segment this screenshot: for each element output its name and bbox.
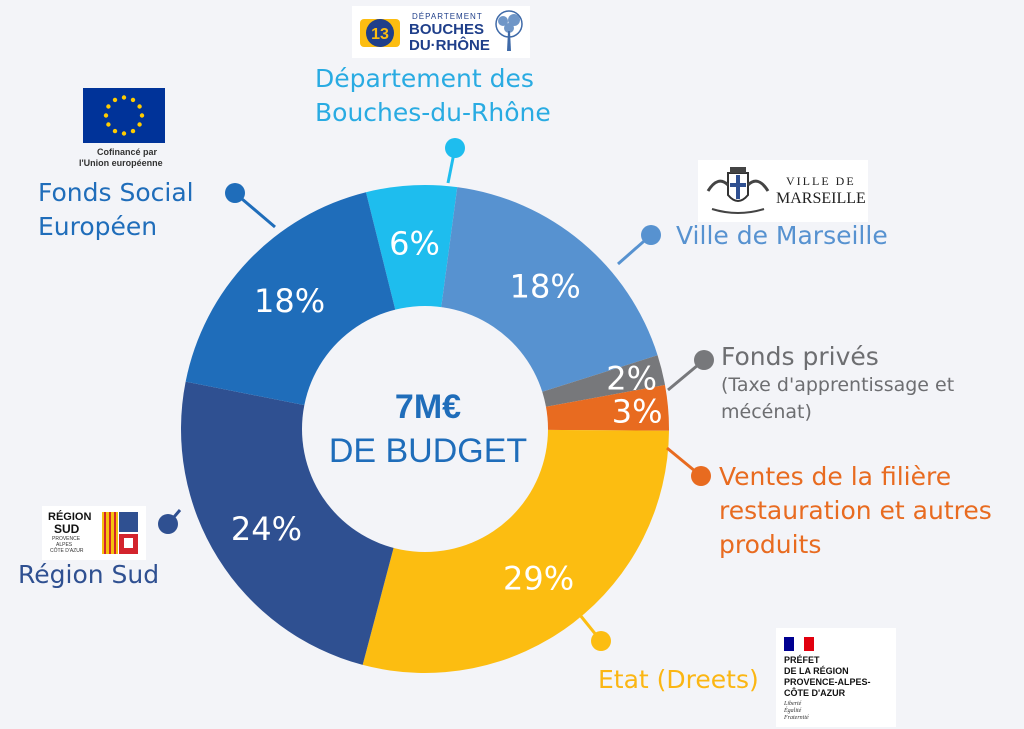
- prefet-motto2: Égalité: [784, 708, 802, 714]
- prefet-line2: DE LA RÉGION: [784, 666, 849, 676]
- eu-star: [106, 122, 111, 127]
- connector-departement-dot: [445, 138, 465, 158]
- prefet-motto3: Fraternité: [784, 715, 809, 721]
- marianne-flag-icon: [784, 637, 814, 651]
- departement-13-logo: 13 DÉPARTEMENT BOUCHES DU·RHÔNE: [352, 6, 530, 58]
- eu-star: [139, 113, 145, 118]
- label-departement: Département des Bouches-du-Rhône: [315, 64, 551, 127]
- connector-etat-dot: [591, 631, 611, 651]
- marseille-crest-icon: [706, 167, 770, 214]
- label-ventes: Ventes de la filière restauration et aut…: [719, 462, 992, 559]
- label-ville-marseille: Ville de Marseille: [676, 221, 888, 250]
- slice-etat-percent-label: 29%: [503, 560, 574, 598]
- slice-region-sud-percent-label: 24%: [231, 510, 302, 548]
- eu-flag-icon: [83, 88, 165, 143]
- prefet-line3: PROVENCE-ALPES-: [784, 677, 871, 687]
- label-etat: Etat (Dreets): [598, 665, 759, 694]
- region-sud-sub3: CÔTE D'AZUR: [50, 548, 84, 554]
- eu-star: [121, 95, 127, 100]
- eu-logo: Cofinancé par l'Union européenne: [75, 88, 180, 168]
- slice-ventes-percent-label: 3%: [612, 392, 663, 430]
- connector-region-dot: [158, 514, 178, 534]
- connector-fonds-prives-dot: [694, 350, 714, 370]
- slice-ville-marseille-percent-label: 18%: [510, 268, 581, 306]
- olive-tree-icon: [495, 10, 523, 51]
- prefet-motto1: Liberté: [784, 701, 802, 707]
- eu-star: [137, 122, 142, 127]
- eu-star: [112, 128, 118, 134]
- connector-ville-dot: [641, 225, 661, 245]
- region-sud-logo: RÉGION SUD PROVENCE ALPES CÔTE D'AZUR: [42, 506, 146, 560]
- region-sud-line1: RÉGION: [48, 511, 92, 523]
- eu-star: [130, 97, 136, 103]
- ville-marseille-logo: VILLE DE MARSEILLE: [698, 160, 868, 222]
- donut-center: [302, 306, 548, 552]
- eu-star: [106, 104, 111, 109]
- label-fonds-prives: Fonds privés: [721, 342, 879, 371]
- eu-star: [121, 131, 127, 136]
- label-region-sud: Région Sud: [18, 560, 160, 589]
- departement-13-emblem-icon: 13: [360, 19, 400, 47]
- eu-star: [137, 104, 142, 109]
- eu-cofinance-line1: Cofinancé par: [97, 147, 158, 157]
- prefet-line4: CÔTE D'AZUR: [784, 688, 846, 698]
- connector-lines: [158, 138, 714, 651]
- label-fonds-social-europeen: Fonds Social Européen: [38, 178, 194, 241]
- marseille-line1: VILLE DE: [786, 174, 856, 188]
- connector-fse-dot: [225, 183, 245, 203]
- slice-fonds-social-europeen-percent-label: 18%: [254, 282, 325, 320]
- region-sud-line2: SUD: [54, 522, 80, 536]
- prefet-line1: PRÉFET: [784, 655, 820, 665]
- eu-cofinance-line2: l'Union européenne: [79, 158, 163, 168]
- region-sud-flag-icon: [102, 512, 138, 554]
- departement-13-line1: BOUCHES: [409, 21, 485, 38]
- eu-star: [112, 97, 118, 103]
- departement-13-top: DÉPARTEMENT: [412, 12, 483, 21]
- eu-star: [130, 128, 136, 134]
- label-fonds-prives-detail: (Taxe d'apprentissage et mécénat): [721, 374, 955, 423]
- region-sud-sub2: ALPES: [56, 542, 73, 548]
- center-caption: DE BUDGET: [329, 432, 527, 470]
- center-amount: 7M€: [395, 388, 461, 426]
- slice-departement-percent-label: 6%: [389, 224, 440, 262]
- slice-fonds-prives-percent-label: 2%: [606, 359, 657, 397]
- marseille-line2: MARSEILLE: [776, 190, 866, 207]
- departement-13-line2: DU·RHÔNE: [409, 37, 490, 54]
- svg-text:13: 13: [371, 26, 389, 43]
- eu-star: [103, 113, 109, 118]
- connector-ventes-dot: [691, 466, 711, 486]
- prefet-region-logo: PRÉFET DE LA RÉGION PROVENCE-ALPES- CÔTE…: [776, 628, 896, 727]
- region-sud-sub1: PROVENCE: [52, 536, 81, 542]
- percent-labels: 6% 18% 2%3% 29% 24% 18%: [231, 224, 663, 597]
